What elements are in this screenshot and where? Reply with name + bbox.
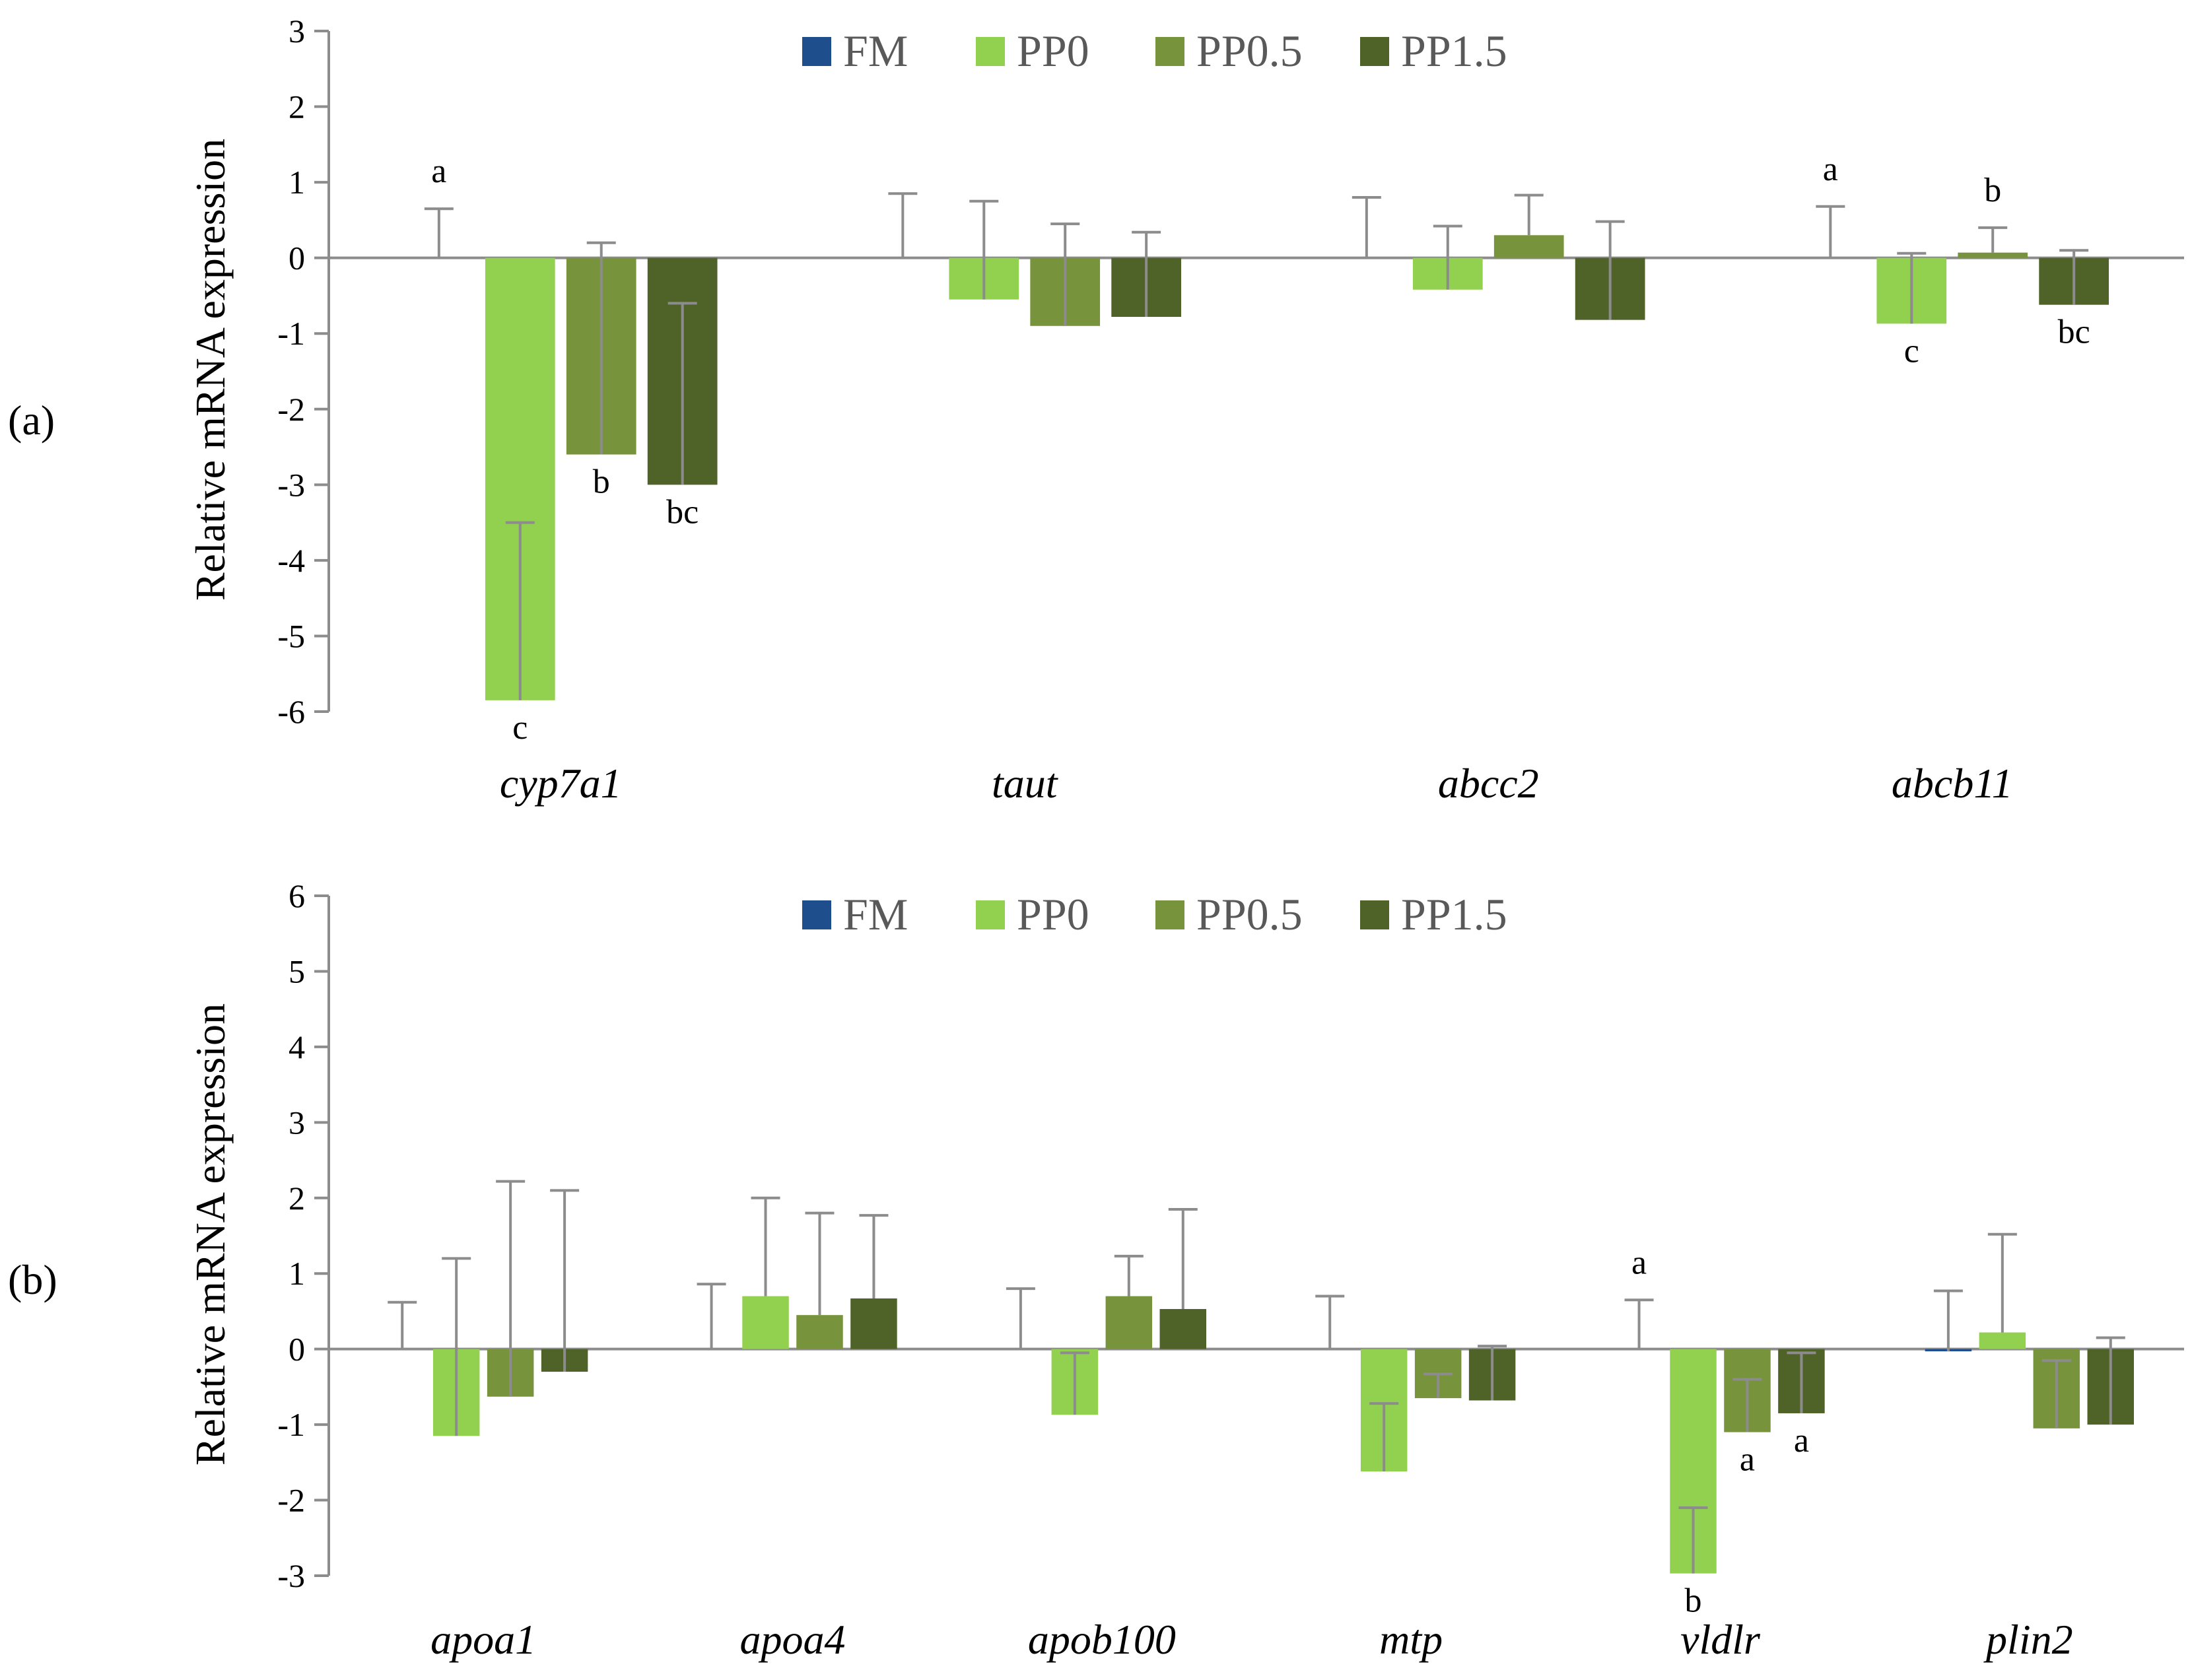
legend-label-PP0: PP0 [1017, 889, 1089, 939]
y-tick-label: 1 [289, 1255, 305, 1292]
legend-swatch-PP0.5 [1155, 37, 1184, 66]
legend-a: FM PP0 PP0.5 PP1.5 [802, 26, 1507, 76]
significance-label: c [512, 709, 528, 747]
y-axis-label-b: Relative mRNA expression [187, 1003, 234, 1465]
legend-swatch-FM [802, 37, 831, 66]
bar-PP0-plin2 [1979, 1332, 2026, 1349]
bar-PP0.5-abcc2 [1493, 235, 1564, 258]
legend-swatch-PP1.5 [1360, 37, 1389, 66]
y-tick-label: -4 [277, 542, 305, 579]
legend-swatch-FM [802, 900, 831, 929]
y-tick-label: -1 [277, 1406, 305, 1443]
y-axis-label-a: Relative mRNA expression [187, 139, 234, 601]
significance-label: a [1740, 1441, 1755, 1479]
legend-label-PP1.5: PP1.5 [1401, 889, 1507, 939]
category-labels-a: cyp7a1 taut abcc2 abcb11 [500, 760, 2013, 807]
y-tick-label: 5 [289, 953, 305, 990]
significance-label: a [431, 152, 446, 190]
legend-b: FM PP0 PP0.5 PP1.5 [802, 889, 1507, 939]
y-tick-label: 3 [289, 13, 305, 50]
category-label-apoa4: apoa4 [740, 1616, 846, 1663]
y-tick-label: -6 [277, 693, 305, 730]
chart-panel-a: (a) Relative mRNA expression 3 2 1 0 -1 -2 -3 -… [8, 13, 2184, 807]
category-label-cyp7a1: cyp7a1 [500, 760, 622, 807]
category-label-mtp: mtp [1379, 1616, 1443, 1663]
legend-label-PP0.5: PP0.5 [1196, 26, 1303, 76]
legend-swatch-PP0 [976, 900, 1005, 929]
significance-label: bc [2058, 314, 2090, 351]
bar-PP0.5-apoa4 [796, 1315, 843, 1349]
bar-PP0-apoa4 [742, 1296, 789, 1349]
category-label-taut: taut [992, 760, 1059, 807]
significance-label: b [1984, 172, 2001, 209]
significance-label: a [1823, 151, 1838, 188]
significance-label: b [1685, 1582, 1702, 1620]
legend-swatch-PP0 [976, 37, 1005, 66]
significance-label: a [1794, 1422, 1809, 1460]
y-tick-label: 0 [289, 1331, 305, 1368]
error-bars-b [388, 1180, 2125, 1574]
y-tick-label: -3 [277, 466, 305, 503]
bar-PP0.5-abcb11 [1958, 252, 2028, 258]
category-label-apoa1: apoa1 [430, 1616, 536, 1663]
panel-label-a: (a) [8, 397, 55, 444]
legend-label-PP0: PP0 [1017, 26, 1089, 76]
category-label-abcb11: abcb11 [1892, 760, 2013, 807]
legend-label-PP0.5: PP0.5 [1196, 889, 1303, 939]
y-tick-label: 6 [289, 877, 305, 914]
y-tick-label: 2 [289, 1180, 305, 1217]
legend-label-FM: FM [843, 26, 908, 76]
legend-label-FM: FM [843, 889, 908, 939]
chart-panel-b: (b) Relative mRNA expression 6 5 4 3 2 1 0 -1 -2… [8, 877, 2184, 1663]
y-ticks-a: 3 2 1 0 -1 -2 -3 -4 -5 -6 [277, 13, 2184, 730]
significance-label: a [1631, 1244, 1647, 1281]
bar-PP0.5-apob100 [1105, 1296, 1153, 1349]
legend-swatch-PP1.5 [1360, 900, 1389, 929]
significance-label: b [593, 463, 610, 501]
y-tick-label: 2 [289, 88, 305, 125]
significance-label: c [1904, 332, 1919, 370]
category-labels-b: apoa1 apoa4 apob100 mtp vldlr plin2 [430, 1616, 2072, 1663]
bar-PP1.5-apoa4 [850, 1298, 897, 1349]
category-label-apob100: apob100 [1028, 1616, 1176, 1663]
bars-b [432, 1296, 2135, 1574]
y-tick-label: -5 [277, 617, 305, 654]
significance-labels-b: a b a a [1631, 1244, 1809, 1619]
panel-label-b: (b) [8, 1256, 57, 1303]
category-label-vldlr: vldlr [1680, 1616, 1761, 1663]
y-tick-label: -1 [277, 315, 305, 352]
y-tick-label: -2 [277, 391, 305, 428]
y-tick-label: 0 [289, 240, 305, 277]
legend-swatch-PP0.5 [1155, 900, 1184, 929]
error-bars-a [424, 192, 2089, 700]
bars-a [485, 235, 2109, 700]
bar-PP1.5-apob100 [1159, 1309, 1207, 1349]
y-tick-label: -3 [277, 1557, 305, 1594]
y-tick-label: 1 [289, 164, 305, 201]
category-label-abcc2: abcc2 [1438, 760, 1539, 807]
y-tick-label: 3 [289, 1104, 305, 1141]
y-tick-label: -2 [277, 1482, 305, 1519]
significance-labels-a: a c b bc a c b bc [431, 151, 2090, 747]
y-tick-label: 4 [289, 1028, 305, 1065]
y-ticks-b: 6 5 4 3 2 1 0 -1 -2 -3 [277, 877, 2184, 1594]
legend-label-PP1.5: PP1.5 [1401, 26, 1507, 76]
significance-label: bc [666, 493, 699, 531]
category-label-plin2: plin2 [1983, 1616, 2073, 1663]
